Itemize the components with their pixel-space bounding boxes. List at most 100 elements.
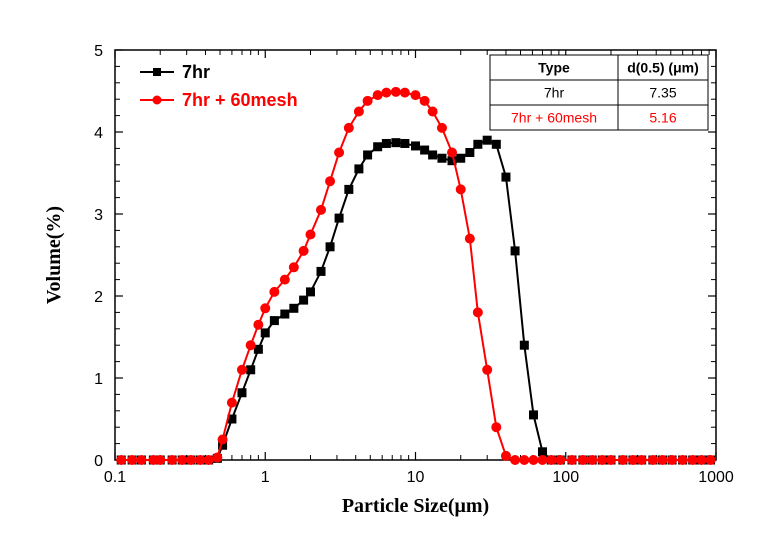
series-marker xyxy=(456,185,465,194)
series-marker xyxy=(227,398,236,407)
series-marker xyxy=(474,140,482,148)
series-marker xyxy=(137,456,146,465)
series-marker xyxy=(668,456,677,465)
x-tick-label: 1000 xyxy=(698,469,734,486)
y-tick-label: 2 xyxy=(94,289,103,306)
y-axis-label: Volume(%) xyxy=(43,206,65,304)
series-marker xyxy=(392,139,400,147)
y-tick-label: 3 xyxy=(94,207,103,224)
series-marker xyxy=(473,308,482,317)
series-marker xyxy=(196,456,205,465)
series-marker xyxy=(382,139,390,147)
series-marker xyxy=(156,456,165,465)
series-marker xyxy=(697,456,706,465)
series-marker xyxy=(465,234,474,243)
series-marker xyxy=(300,296,308,304)
series-marker xyxy=(326,177,335,186)
y-tick-label: 1 xyxy=(94,371,103,388)
table-cell: 5.16 xyxy=(649,110,676,126)
series-marker xyxy=(354,107,363,116)
table-cell: 7hr + 60mesh xyxy=(511,110,597,126)
series-marker xyxy=(658,456,667,465)
series-marker xyxy=(178,456,187,465)
series-marker xyxy=(213,453,222,462)
series-marker xyxy=(246,341,255,350)
series-marker xyxy=(254,320,263,329)
series-marker xyxy=(317,205,326,214)
x-tick-label: 10 xyxy=(407,469,425,486)
series-marker xyxy=(373,91,382,100)
series-marker xyxy=(117,456,126,465)
series-marker xyxy=(511,247,519,255)
series-marker xyxy=(538,456,547,465)
series-marker xyxy=(290,304,298,312)
series-marker xyxy=(606,456,615,465)
series-marker xyxy=(382,88,391,97)
table-header: d(0.5) (μm) xyxy=(627,60,699,76)
series-marker xyxy=(567,456,576,465)
series-marker xyxy=(688,456,697,465)
series-marker xyxy=(335,148,344,157)
series-marker xyxy=(344,123,353,132)
legend-label: 7hr xyxy=(182,62,210,82)
series-marker xyxy=(483,136,491,144)
series-marker xyxy=(237,365,246,374)
series-marker xyxy=(270,317,278,325)
series-marker xyxy=(578,456,587,465)
series-marker xyxy=(429,151,437,159)
series-marker xyxy=(588,456,597,465)
series-marker xyxy=(511,456,520,465)
series-marker xyxy=(204,456,213,465)
series-marker xyxy=(502,173,510,181)
table-header: Type xyxy=(538,60,570,76)
series-marker xyxy=(317,267,325,275)
x-tick-label: 0.1 xyxy=(104,469,126,486)
series-marker xyxy=(363,96,372,105)
series-marker xyxy=(466,149,474,157)
series-marker xyxy=(335,214,343,222)
series-marker xyxy=(483,365,492,374)
series-marker xyxy=(598,456,607,465)
series-marker xyxy=(345,185,353,193)
series-marker xyxy=(238,389,246,397)
series-marker xyxy=(326,243,334,251)
series-marker xyxy=(306,230,315,239)
series-marker xyxy=(289,263,298,272)
series-marker xyxy=(628,456,637,465)
series-marker xyxy=(355,165,363,173)
series-marker xyxy=(281,310,289,318)
series-marker xyxy=(421,146,429,154)
series-marker xyxy=(547,456,556,465)
series-marker xyxy=(364,151,372,159)
table-cell: 7hr xyxy=(544,85,565,101)
series-marker xyxy=(529,411,537,419)
series-marker xyxy=(520,456,529,465)
series-marker xyxy=(270,287,279,296)
series-marker xyxy=(648,456,657,465)
series-line-0 xyxy=(121,140,710,460)
series-marker xyxy=(218,435,227,444)
legend-label: 7hr + 60mesh xyxy=(182,90,298,110)
series-marker xyxy=(391,87,400,96)
series-marker xyxy=(637,456,646,465)
series-marker xyxy=(420,96,429,105)
series-marker xyxy=(501,451,510,460)
series-marker xyxy=(247,366,255,374)
x-tick-label: 1 xyxy=(261,469,270,486)
series-marker xyxy=(538,448,546,456)
series-marker xyxy=(411,91,420,100)
series-marker xyxy=(401,139,409,147)
series-marker xyxy=(306,288,314,296)
series-marker xyxy=(556,456,565,465)
series-marker xyxy=(618,456,627,465)
series-marker xyxy=(438,154,446,162)
y-tick-label: 5 xyxy=(94,43,103,60)
series-marker xyxy=(412,142,420,150)
series-marker xyxy=(457,154,465,162)
series-marker xyxy=(678,456,687,465)
series-marker xyxy=(437,123,446,132)
series-marker xyxy=(492,423,501,432)
series-marker xyxy=(529,456,538,465)
y-tick-label: 4 xyxy=(94,125,103,142)
y-tick-label: 0 xyxy=(94,453,103,470)
